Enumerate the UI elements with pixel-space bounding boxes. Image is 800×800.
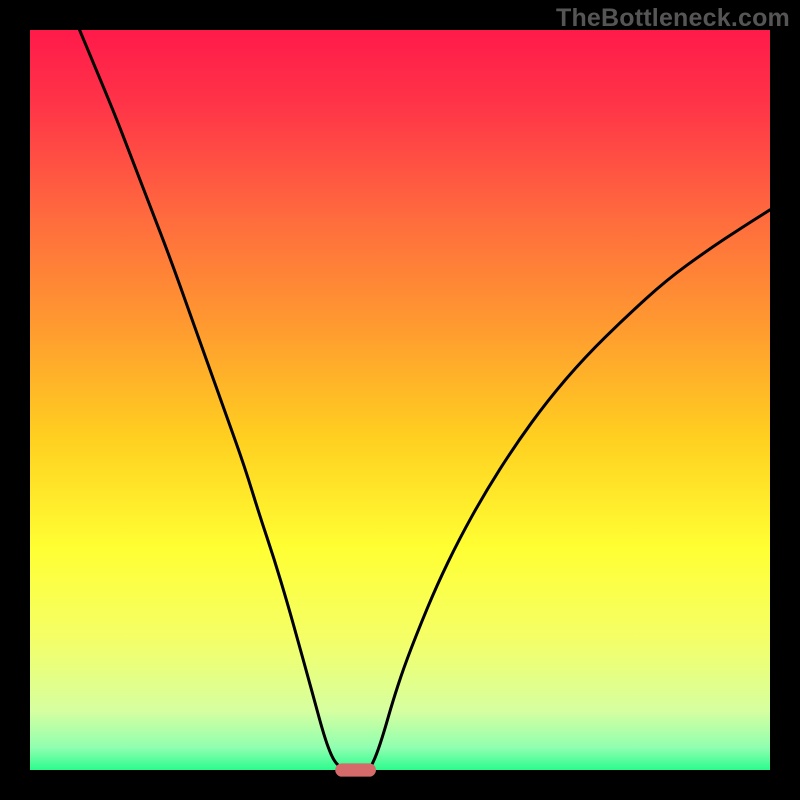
watermark-text: TheBottleneck.com (556, 4, 790, 33)
chart-container: TheBottleneck.com (0, 0, 800, 800)
bottleneck-chart (0, 0, 800, 800)
gradient-background (30, 30, 770, 770)
bottleneck-marker (335, 763, 376, 776)
